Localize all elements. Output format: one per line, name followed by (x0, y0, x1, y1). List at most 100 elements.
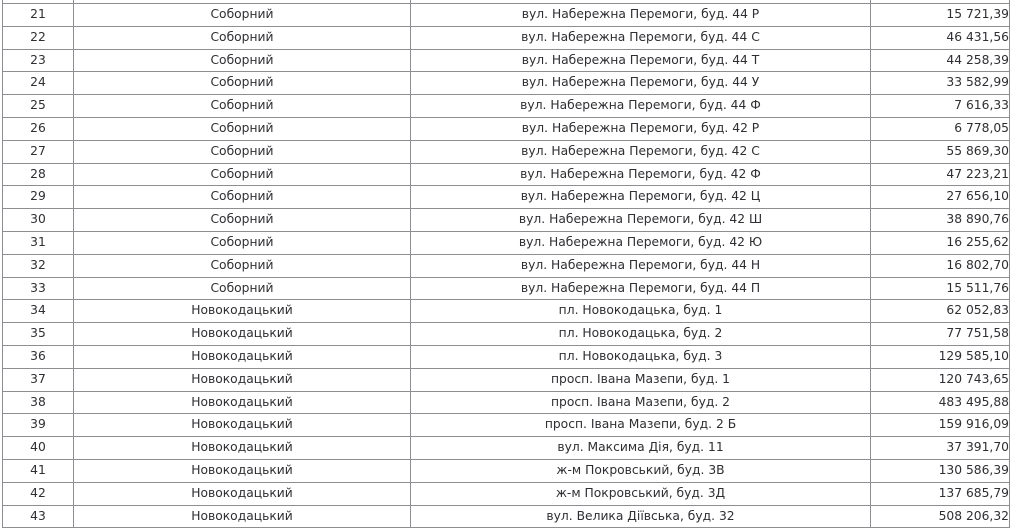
cell-sum: 44 258,39 (870, 48, 1010, 73)
cell-num: 22 (2, 25, 74, 50)
cell-addr: пл. Новокодацька, буд. 3 (410, 344, 871, 369)
cell-sum: 7 616,33 (870, 94, 1010, 118)
cell-addr: вул. Набережна Перемоги, буд. 44 П (410, 276, 871, 301)
cell-addr: вул. Набережна Перемоги, буд. 44 Т (410, 48, 871, 73)
cell-num: 30 (2, 208, 74, 232)
cell-dist: Соборний (73, 276, 411, 301)
cell-addr: вул. Максима Дія, буд. 11 (410, 436, 871, 460)
cell-sum: 159 916,09 (870, 413, 1010, 438)
cell-sum: 38 890,76 (870, 208, 1010, 232)
cell-num: 23 (2, 48, 74, 73)
table-row[interactable]: 21 Соборний вул. Набережна Перемоги, буд. … (2, 3, 1010, 27)
cell-sum: 483 495,88 (870, 390, 1010, 415)
cell-dist: Соборний (73, 162, 411, 187)
cell-dist: Новокодацький (73, 390, 411, 415)
cell-sum: 55 869,30 (870, 139, 1010, 164)
table-row[interactable]: 27 Соборний вул. Набережна Перемоги, буд. … (2, 139, 1010, 164)
table-row[interactable]: 29 Соборний вул. Набережна Перемоги, буд. … (2, 185, 1010, 210)
table-row[interactable]: 43 Новокодацький вул. Велика Діївська, буд… (2, 504, 1010, 528)
table-row[interactable]: 33 Соборний вул. Набережна Перемоги, буд. … (2, 276, 1010, 301)
cell-dist: Новокодацький (73, 413, 411, 438)
cell-sum: 27 656,10 (870, 185, 1010, 210)
cell-sum: 120 743,65 (870, 367, 1010, 392)
cell-dist: Соборний (73, 71, 411, 96)
table-row[interactable]: 38 Новокодацький просп. Івана Мазепи, буд.… (2, 390, 1010, 415)
table-row[interactable]: 24 Соборний вул. Набережна Перемоги, буд. … (2, 71, 1010, 96)
cell-num: 27 (2, 139, 74, 164)
cell-num: 29 (2, 185, 74, 210)
cell-num: 32 (2, 253, 74, 278)
cell-num: 36 (2, 344, 74, 369)
cell-addr: вул. Набережна Перемоги, буд. 42 Р (410, 116, 871, 141)
table-row[interactable]: 42 Новокодацький ж-м Покровський, буд. 3Д 1… (2, 481, 1010, 506)
cell-sum: 16 255,62 (870, 230, 1010, 255)
cell-dist: Соборний (73, 208, 411, 232)
cell-addr: вул. Набережна Перемоги, буд. 44 У (410, 71, 871, 96)
cell-sum: 47 223,21 (870, 162, 1010, 187)
cell-dist: Соборний (73, 230, 411, 255)
cell-num: 43 (2, 504, 74, 528)
cell-dist: Новокодацький (73, 344, 411, 369)
cell-addr: ж-м Покровський, буд. 3Д (410, 481, 871, 506)
cell-dist: Соборний (73, 185, 411, 210)
cell-num: 31 (2, 230, 74, 255)
table-row[interactable]: 25 Соборний вул. Набережна Перемоги, буд. … (2, 94, 1010, 118)
cell-dist: Новокодацький (73, 481, 411, 506)
cell-num: 28 (2, 162, 74, 187)
cell-dist: Новокодацький (73, 436, 411, 460)
table-row[interactable]: 28 Соборний вул. Набережна Перемоги, буд. … (2, 162, 1010, 187)
table-row[interactable]: 22 Соборний вул. Набережна Перемоги, буд. … (2, 25, 1010, 50)
table-row[interactable]: 37 Новокодацький просп. Івана Мазепи, буд.… (2, 367, 1010, 392)
cell-addr: вул. Набережна Перемоги, буд. 44 Р (410, 3, 871, 27)
cell-addr: вул. Набережна Перемоги, буд. 44 Н (410, 253, 871, 278)
table-row[interactable]: 40 Новокодацький вул. Максима Дія, буд. 11… (2, 436, 1010, 460)
cell-addr: вул. Набережна Перемоги, буд. 42 С (410, 139, 871, 164)
cell-addr: пл. Новокодацька, буд. 2 (410, 322, 871, 346)
cell-dist: Новокодацький (73, 504, 411, 528)
cell-sum: 16 802,70 (870, 253, 1010, 278)
cell-dist: Соборний (73, 139, 411, 164)
table-row[interactable]: 23 Соборний вул. Набережна Перемоги, буд. … (2, 48, 1010, 73)
cell-dist: Соборний (73, 94, 411, 118)
cell-num: 34 (2, 299, 74, 324)
table-row[interactable]: 31 Соборний вул. Набережна Перемоги, буд. … (2, 230, 1010, 255)
cell-num: 24 (2, 71, 74, 96)
table-row[interactable]: 39 Новокодацький просп. Івана Мазепи, буд.… (2, 413, 1010, 438)
cell-num: 26 (2, 116, 74, 141)
cell-num: 35 (2, 322, 74, 346)
cell-addr: вул. Набережна Перемоги, буд. 42 Ф (410, 162, 871, 187)
cell-addr: пл. Новокодацька, буд. 1 (410, 299, 871, 324)
cell-addr: вул. Набережна Перемоги, буд. 44 С (410, 25, 871, 50)
cell-sum: 37 391,70 (870, 436, 1010, 460)
cell-addr: просп. Івана Мазепи, буд. 2 Б (410, 413, 871, 438)
cell-num: 25 (2, 94, 74, 118)
cell-addr: ж-м Покровський, буд. 3В (410, 458, 871, 483)
cell-num: 37 (2, 367, 74, 392)
table-row[interactable]: 30 Соборний вул. Набережна Перемоги, буд. … (2, 208, 1010, 232)
cell-sum: 130 586,39 (870, 458, 1010, 483)
cell-sum: 508 206,32 (870, 504, 1010, 528)
cell-dist: Соборний (73, 3, 411, 27)
table-row[interactable]: 32 Соборний вул. Набережна Перемоги, буд. … (2, 253, 1010, 278)
cell-dist: Новокодацький (73, 322, 411, 346)
cell-addr: просп. Івана Мазепи, буд. 1 (410, 367, 871, 392)
cell-dist: Соборний (73, 116, 411, 141)
table-row[interactable]: 26 Соборний вул. Набережна Перемоги, буд. … (2, 116, 1010, 141)
cell-num: 33 (2, 276, 74, 301)
cell-dist: Соборний (73, 253, 411, 278)
cell-addr: вул. Велика Діївська, буд. 32 (410, 504, 871, 528)
cell-num: 40 (2, 436, 74, 460)
cell-addr: вул. Набережна Перемоги, буд. 42 Ц (410, 185, 871, 210)
cell-sum: 62 052,83 (870, 299, 1010, 324)
cell-dist: Новокодацький (73, 299, 411, 324)
cell-dist: Соборний (73, 48, 411, 73)
cell-addr: вул. Набережна Перемоги, буд. 44 Ф (410, 94, 871, 118)
table-row[interactable]: 41 Новокодацький ж-м Покровський, буд. 3В 1… (2, 458, 1010, 483)
cell-sum: 77 751,58 (870, 322, 1010, 346)
cell-addr: вул. Набережна Перемоги, буд. 42 Ш (410, 208, 871, 232)
